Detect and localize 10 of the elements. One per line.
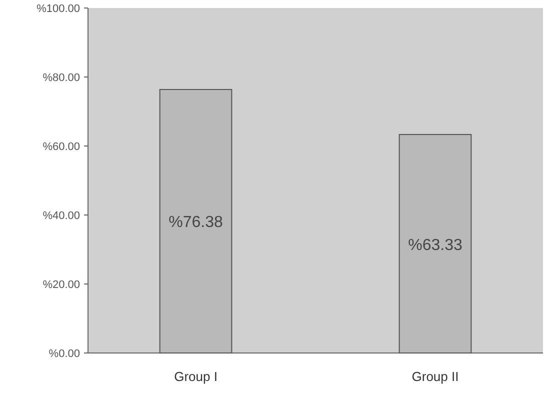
x-tick-label: Group II [412, 369, 459, 384]
data-label: %76.38 [168, 214, 223, 232]
y-tick-label: %100.00 [36, 3, 80, 15]
data-label: %63.33 [408, 236, 462, 254]
y-tick-label: %60.00 [42, 141, 80, 153]
y-tick-label: %0.00 [48, 348, 80, 360]
x-tick-label: Group I [174, 369, 218, 384]
y-tick-label: %80.00 [42, 72, 80, 84]
y-tick-label: %20.00 [42, 279, 80, 291]
y-tick-label: %40.00 [42, 210, 80, 222]
